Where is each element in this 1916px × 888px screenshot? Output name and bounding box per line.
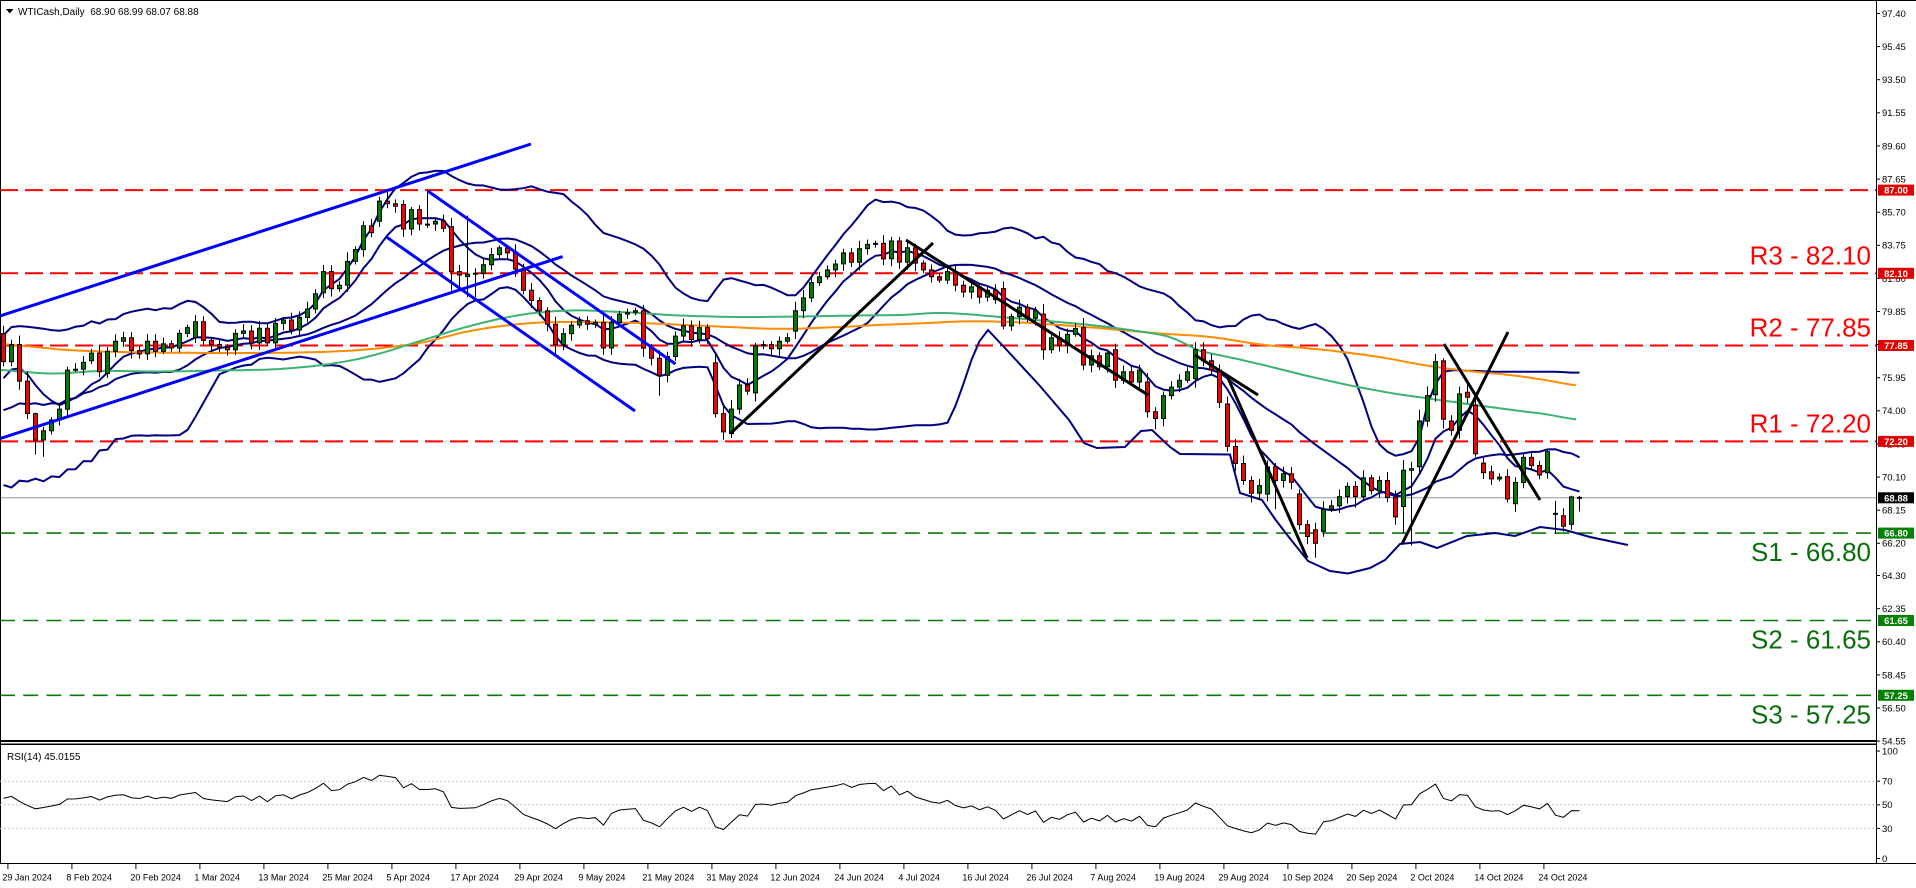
svg-text:9 May 2024: 9 May 2024 xyxy=(578,873,625,883)
svg-text:70.10: 70.10 xyxy=(1882,473,1906,484)
svg-text:95.45: 95.45 xyxy=(1882,42,1906,53)
svg-text:S3 - 57.25: S3 - 57.25 xyxy=(1751,699,1871,729)
svg-text:79.85: 79.85 xyxy=(1882,307,1906,318)
svg-text:91.55: 91.55 xyxy=(1882,108,1906,119)
svg-text:74.00: 74.00 xyxy=(1882,406,1906,417)
svg-text:61.65: 61.65 xyxy=(1884,616,1908,627)
svg-text:66.20: 66.20 xyxy=(1882,539,1906,550)
svg-text:81.80: 81.80 xyxy=(1882,274,1906,285)
svg-text:50: 50 xyxy=(1882,800,1893,811)
svg-text:93.50: 93.50 xyxy=(1882,75,1906,86)
svg-text:56.50: 56.50 xyxy=(1882,703,1906,714)
svg-text:26 Jul 2024: 26 Jul 2024 xyxy=(1026,873,1073,883)
svg-text:77.85: 77.85 xyxy=(1884,341,1908,352)
svg-text:85.70: 85.70 xyxy=(1882,208,1906,219)
svg-text:87.00: 87.00 xyxy=(1884,186,1908,197)
svg-text:100: 100 xyxy=(1882,746,1898,757)
svg-text:R1 - 72.20: R1 - 72.20 xyxy=(1750,408,1871,438)
svg-text:1 Mar 2024: 1 Mar 2024 xyxy=(194,873,240,883)
svg-text:97.40: 97.40 xyxy=(1882,9,1906,20)
svg-text:64.30: 64.30 xyxy=(1882,571,1906,582)
svg-text:7 Aug 2024: 7 Aug 2024 xyxy=(1090,873,1136,883)
svg-text:R2 - 77.85: R2 - 77.85 xyxy=(1750,313,1871,343)
svg-text:82.10: 82.10 xyxy=(1884,269,1908,280)
svg-text:21 May 2024: 21 May 2024 xyxy=(642,873,694,883)
svg-text:89.60: 89.60 xyxy=(1882,141,1906,152)
svg-text:83.75: 83.75 xyxy=(1882,241,1906,252)
svg-text:14 Oct 2024: 14 Oct 2024 xyxy=(1474,873,1523,883)
svg-text:2 Oct 2024: 2 Oct 2024 xyxy=(1410,873,1454,883)
svg-text:68.15: 68.15 xyxy=(1882,506,1906,517)
svg-text:10 Sep 2024: 10 Sep 2024 xyxy=(1282,873,1333,883)
svg-text:70: 70 xyxy=(1882,777,1893,788)
svg-text:S1 - 66.80: S1 - 66.80 xyxy=(1751,537,1871,567)
svg-text:0: 0 xyxy=(1882,854,1887,865)
svg-text:87.65: 87.65 xyxy=(1882,175,1906,186)
svg-text:68.88: 68.88 xyxy=(1884,493,1908,504)
svg-text:13 Mar 2024: 13 Mar 2024 xyxy=(258,873,309,883)
svg-text:75.95: 75.95 xyxy=(1882,373,1906,384)
svg-text:4 Jul 2024: 4 Jul 2024 xyxy=(898,873,940,883)
svg-text:WTICash,Daily 68.90 68.99 68.: WTICash,Daily 68.90 68.99 68.07 68.88 xyxy=(18,7,199,18)
svg-text:29 Apr 2024: 29 Apr 2024 xyxy=(514,873,563,883)
svg-text:16 Jul 2024: 16 Jul 2024 xyxy=(962,873,1009,883)
svg-text:24 Oct 2024: 24 Oct 2024 xyxy=(1538,873,1587,883)
svg-text:25 Mar 2024: 25 Mar 2024 xyxy=(322,873,373,883)
svg-text:58.45: 58.45 xyxy=(1882,670,1906,681)
svg-text:66.80: 66.80 xyxy=(1884,529,1908,540)
svg-text:30: 30 xyxy=(1882,824,1893,835)
svg-text:8 Feb 2024: 8 Feb 2024 xyxy=(66,873,112,883)
svg-text:17 Apr 2024: 17 Apr 2024 xyxy=(450,873,499,883)
svg-text:29 Jan 2024: 29 Jan 2024 xyxy=(2,873,52,883)
svg-text:20 Feb 2024: 20 Feb 2024 xyxy=(130,873,181,883)
svg-text:S2 - 61.65: S2 - 61.65 xyxy=(1751,625,1871,655)
svg-text:57.25: 57.25 xyxy=(1884,691,1908,702)
svg-text:62.35: 62.35 xyxy=(1882,604,1906,615)
svg-text:60.40: 60.40 xyxy=(1882,637,1906,648)
svg-text:5 Apr 2024: 5 Apr 2024 xyxy=(386,873,430,883)
svg-text:54.55: 54.55 xyxy=(1882,737,1906,748)
svg-text:72.20: 72.20 xyxy=(1884,437,1908,448)
svg-text:12 Jun 2024: 12 Jun 2024 xyxy=(770,873,820,883)
svg-text:31 May 2024: 31 May 2024 xyxy=(706,873,758,883)
svg-text:19 Aug 2024: 19 Aug 2024 xyxy=(1154,873,1205,883)
svg-text:RSI(14) 45.0155: RSI(14) 45.0155 xyxy=(7,752,81,763)
svg-text:24 Jun 2024: 24 Jun 2024 xyxy=(834,873,884,883)
svg-text:20 Sep 2024: 20 Sep 2024 xyxy=(1346,873,1397,883)
svg-text:29 Aug 2024: 29 Aug 2024 xyxy=(1218,873,1269,883)
svg-text:R3 - 82.10: R3 - 82.10 xyxy=(1750,240,1871,270)
